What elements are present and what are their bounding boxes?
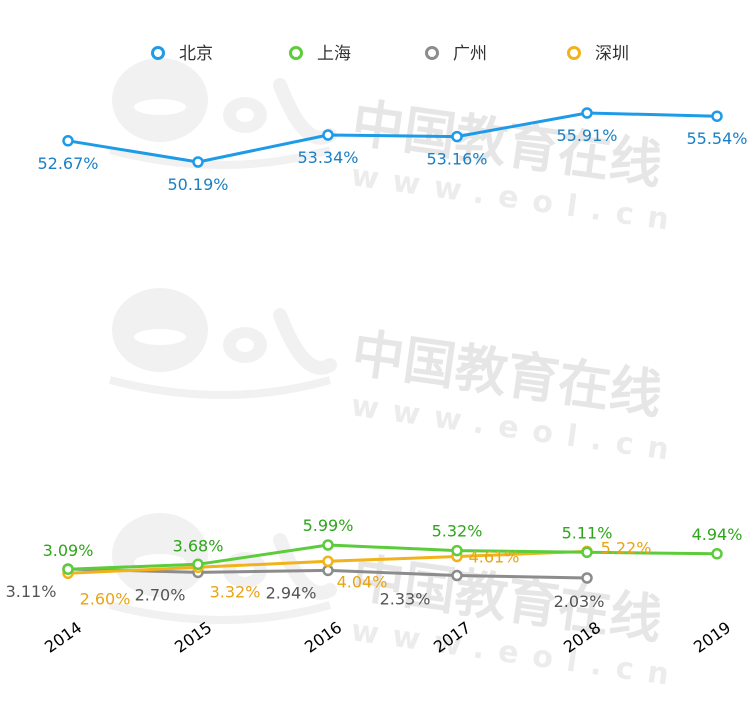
- data-point: [62, 135, 74, 147]
- data-label: 3.32%: [210, 582, 261, 601]
- data-label: 5.11%: [562, 523, 613, 542]
- data-point: [192, 558, 204, 571]
- legend-marker: [567, 46, 581, 60]
- legend-label: 上海: [317, 44, 351, 64]
- data-label: 5.22%: [601, 538, 652, 557]
- data-point: [711, 548, 723, 560]
- data-label: 2.94%: [266, 583, 317, 602]
- data-point: [581, 572, 593, 584]
- watermark-logo-o-hole: [236, 338, 254, 352]
- data-points: [62, 107, 723, 584]
- data-point: [711, 110, 723, 122]
- data-label: 55.91%: [556, 126, 617, 145]
- series-line: [67, 543, 718, 571]
- legend-label: 深圳: [595, 44, 629, 64]
- data-label: 4.94%: [692, 525, 743, 544]
- legend: 北京 上海 广州 深圳: [151, 44, 630, 64]
- data-point: [451, 569, 463, 582]
- legend-item[interactable]: 深圳: [567, 44, 630, 64]
- series-line: [67, 111, 718, 164]
- data-label: 2.70%: [135, 585, 186, 604]
- watermark-logo-l: [273, 308, 337, 375]
- data-label: 4.61%: [469, 548, 520, 567]
- data-label: 53.34%: [297, 148, 358, 167]
- x-tick-label: 2019: [690, 618, 734, 657]
- x-tick-label: 2014: [41, 618, 85, 657]
- data-point: [62, 563, 74, 575]
- legend-item[interactable]: 北京: [151, 44, 214, 64]
- x-tick-label: 2016: [301, 618, 345, 657]
- data-point: [322, 564, 334, 577]
- data-label: 50.19%: [167, 175, 228, 194]
- data-label: 3.09%: [43, 541, 94, 560]
- watermark-logo-l: [273, 78, 337, 145]
- legend-marker: [425, 46, 439, 60]
- data-label: 2.60%: [80, 589, 131, 608]
- data-label: 53.16%: [426, 150, 487, 169]
- data-label: 5.99%: [303, 516, 354, 535]
- data-label: 2.33%: [380, 590, 431, 609]
- legend-label: 广州: [453, 44, 487, 64]
- legend-label: 北京: [179, 44, 213, 64]
- data-label: 55.54%: [686, 129, 747, 148]
- data-point: [451, 544, 463, 557]
- data-labels: 52.67% 50.19% 53.34% 53.16% 55.91% 55.54% 3.09…: [6, 126, 748, 611]
- watermark-logo-swoosh: [108, 376, 332, 399]
- data-point: [322, 555, 334, 568]
- data-label: 2.03%: [554, 592, 605, 611]
- data-point: [322, 129, 334, 141]
- data-point: [581, 107, 593, 119]
- data-label: 5.32%: [432, 522, 483, 541]
- data-label: 4.04%: [337, 572, 388, 591]
- data-point: [192, 156, 204, 168]
- data-point: [322, 539, 334, 551]
- watermark-logo-swoosh: [108, 146, 332, 169]
- legend-item[interactable]: 广州: [425, 44, 488, 64]
- watermark-logo-swoosh: [108, 601, 332, 624]
- watermark-logo-o-hole: [236, 108, 254, 122]
- data-label: 3.11%: [6, 582, 57, 601]
- legend-item[interactable]: 上海: [289, 44, 352, 64]
- legend-marker: [151, 46, 165, 60]
- data-point: [581, 546, 593, 559]
- legend-marker: [289, 46, 303, 60]
- watermark-logo-gap: [134, 329, 186, 345]
- data-point: [451, 130, 463, 143]
- data-label: 3.68%: [173, 536, 224, 555]
- data-label: 52.67%: [37, 154, 98, 173]
- watermark-logo-gap: [134, 99, 186, 115]
